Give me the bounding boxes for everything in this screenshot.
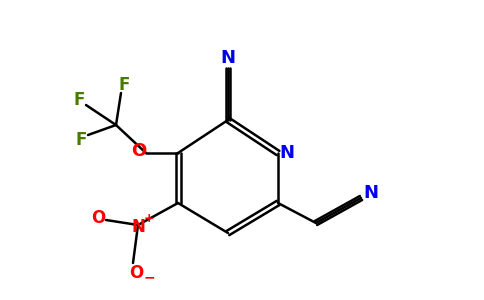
Text: N: N (363, 184, 378, 202)
Text: F: F (118, 76, 130, 94)
Text: −: − (143, 270, 155, 284)
Text: N: N (221, 49, 236, 67)
Text: F: F (73, 91, 85, 109)
Text: O: O (129, 264, 143, 282)
Text: N: N (279, 144, 294, 162)
Text: +: + (144, 212, 154, 226)
Text: O: O (91, 209, 105, 227)
Text: O: O (131, 142, 147, 160)
Text: N: N (131, 218, 145, 236)
Text: F: F (76, 131, 87, 149)
